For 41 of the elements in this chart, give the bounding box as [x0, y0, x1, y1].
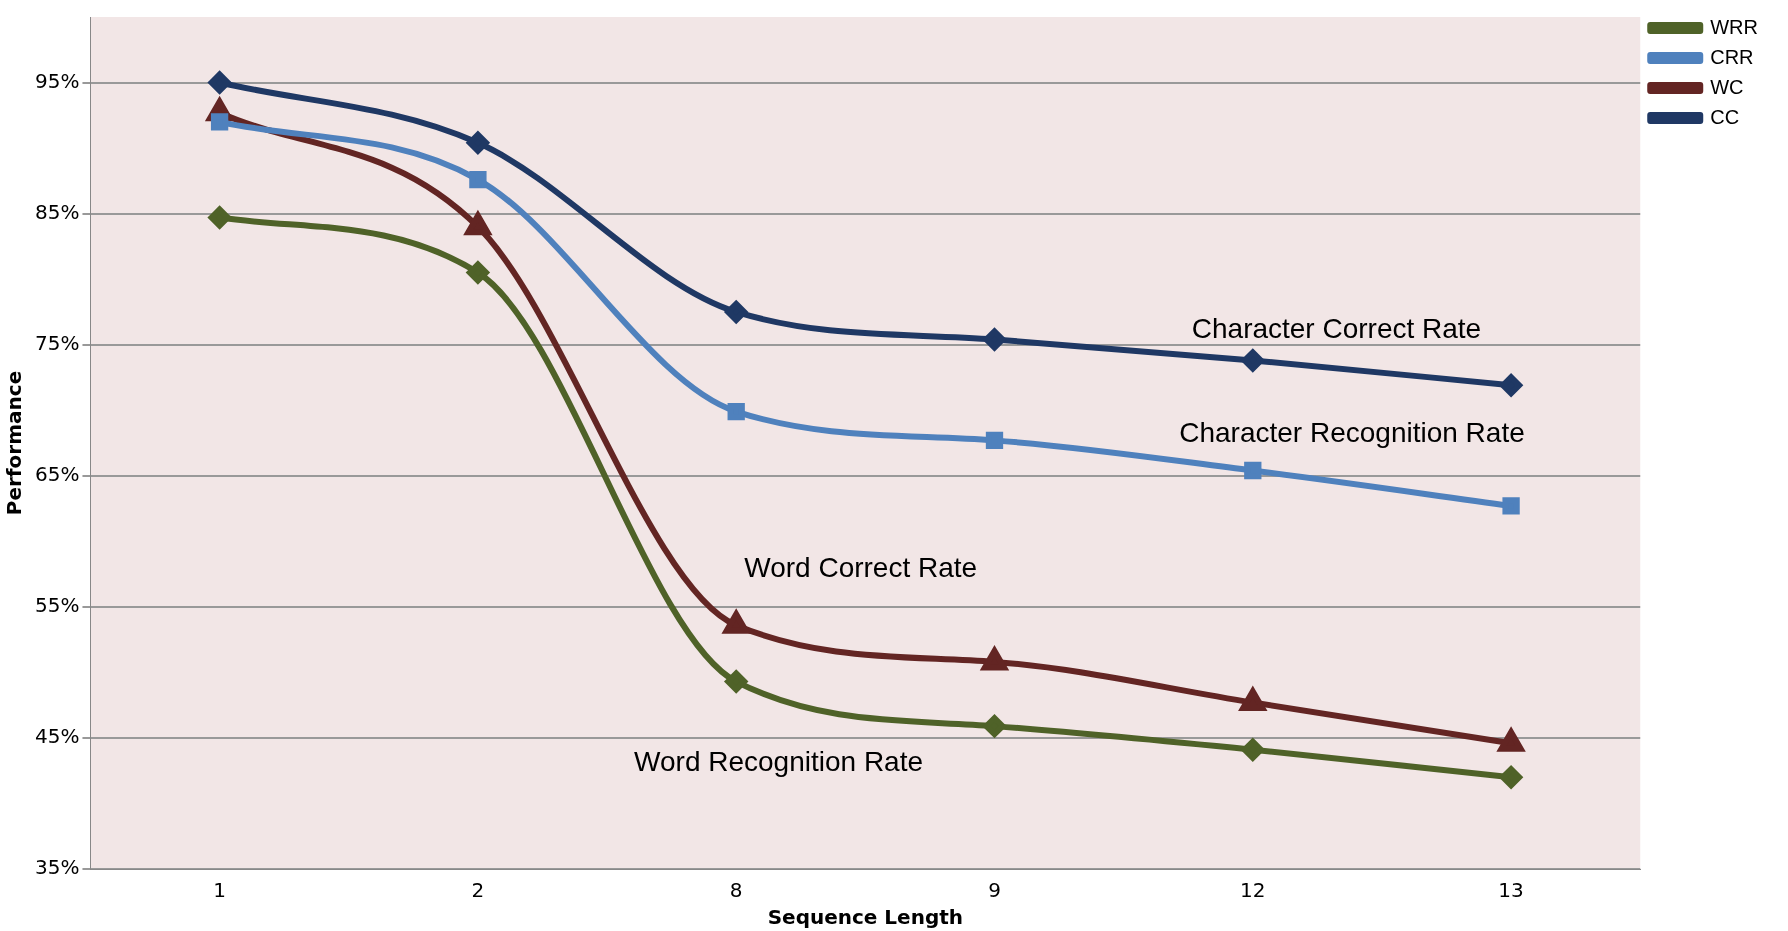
y-tick-label: 35% — [35, 855, 80, 880]
x-tick-label: 2 — [471, 878, 485, 903]
annotation: Character Recognition Rate — [1179, 417, 1525, 449]
legend-label: CC — [1710, 105, 1740, 128]
point — [983, 715, 1006, 738]
annotation: Word Correct Rate — [744, 551, 978, 583]
legend-label: WC — [1710, 75, 1744, 98]
y-tick-label: 45% — [35, 724, 80, 749]
x-tick-label: 9 — [988, 878, 1001, 903]
point — [466, 131, 489, 154]
annotation: Character Correct Rate — [1191, 313, 1482, 345]
point — [725, 670, 748, 693]
point — [727, 402, 745, 421]
annotation: Word Recognition Rate — [634, 746, 924, 778]
point — [1500, 374, 1523, 397]
point — [210, 113, 229, 131]
y-tick-label: 85% — [35, 199, 80, 224]
y-tick-label: 65% — [35, 461, 80, 486]
point — [208, 71, 231, 94]
point — [1241, 738, 1264, 761]
y-tick-label: 55% — [35, 593, 80, 618]
x-tick-label: 13 — [1498, 878, 1524, 903]
legend-label: WRR — [1710, 15, 1758, 38]
point — [983, 328, 1006, 351]
point — [1502, 497, 1520, 515]
point — [469, 170, 487, 189]
x-tick-label: 12 — [1240, 878, 1266, 903]
point — [1241, 349, 1264, 372]
y-tick-label: 95% — [35, 68, 80, 93]
point — [466, 261, 489, 284]
y-tick-label: 75% — [35, 330, 80, 355]
point — [1244, 461, 1262, 480]
y-axis-title: Performance — [2, 370, 27, 516]
point — [985, 431, 1004, 450]
x-tick-label: 8 — [729, 878, 743, 903]
point — [1500, 766, 1523, 789]
x-axis-title: Sequence Length — [767, 905, 964, 930]
x-tick-label: 1 — [213, 878, 226, 903]
legend-label: CRR — [1710, 45, 1754, 68]
point — [725, 300, 748, 323]
point — [208, 206, 231, 229]
